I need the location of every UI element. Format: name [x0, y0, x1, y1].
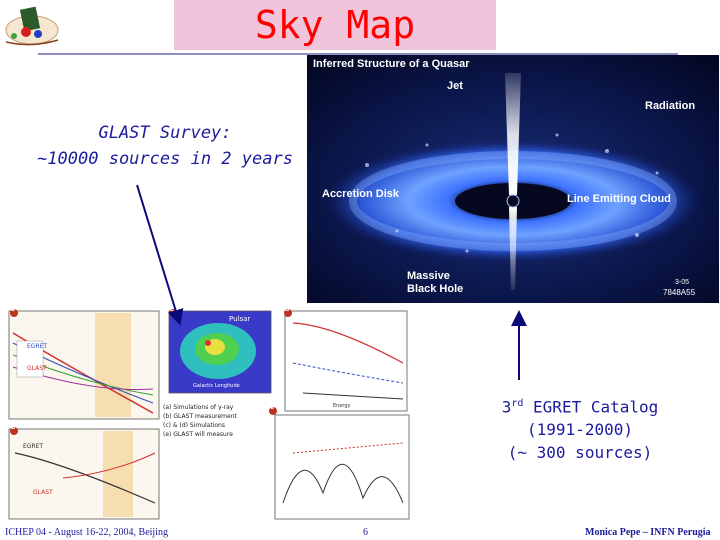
panel-c-pulsar-label: Pulsar: [229, 315, 251, 323]
survey-arrow: [136, 184, 184, 326]
label-radiation: Radiation: [645, 100, 696, 112]
panel-letter-b: b: [11, 424, 16, 431]
panel-a-glast-label: GLAST: [27, 365, 47, 372]
quasar-illustration: [307, 55, 719, 303]
footer-conference: ICHEP 04 - August 16-22, 2004, Beijing: [5, 527, 168, 538]
panel-b-egret-label: EGRET: [23, 443, 44, 450]
panel-caption: (a) Simulations of γ-ray (b) GLAST measu…: [163, 403, 271, 439]
label-line-emitting-cloud: Line Emitting Cloud: [567, 193, 671, 205]
panel-b-glast-label: GLAST: [33, 489, 53, 496]
panel-letter-e: e: [270, 404, 275, 411]
label-jet: Jet: [447, 80, 463, 92]
glast-logo-icon: [5, 6, 59, 46]
catalog-line-3: (~ 300 sources): [507, 443, 653, 463]
footer-author: Monica Pepe – INFN Perugia: [585, 527, 711, 538]
label-accretion-disk: Accretion Disk: [322, 188, 400, 200]
survey-line-2: ~10000 sources in 2 years: [37, 149, 293, 169]
figure-code-2: 7848A55: [663, 288, 696, 297]
glast-survey-text: GLAST Survey: ~10000 sources in 2 years: [20, 120, 310, 172]
catalog-name: EGRET Catalog: [523, 397, 659, 417]
label-massive: Massive: [407, 270, 450, 282]
catalog-line-2: (1991-2000): [527, 420, 633, 440]
catalog-ordinal: 3: [501, 397, 512, 417]
panel-letter-c: c: [170, 306, 174, 313]
footer-page-number: 6: [363, 527, 368, 538]
panel-c-axis-label: Galactic Longitude: [193, 383, 240, 389]
panel-letter-a: a: [11, 306, 16, 313]
header-rule: [38, 53, 678, 55]
glast-science-panels: a c d b e EGRET GLAST Pulsar Galactic Lo…: [3, 303, 414, 523]
label-black-hole: Black Hole: [407, 283, 464, 295]
slide-title: Sky Map: [254, 3, 416, 47]
catalog-ordinal-suffix: rd: [511, 398, 524, 409]
caption-line: (b) GLAST measurement: [163, 413, 237, 420]
panel-letter-d: d: [285, 306, 290, 313]
science-panels-illustration: [3, 303, 414, 523]
panel-d-axis-label: Energy: [333, 403, 351, 409]
quasar-structure-figure: Inferred Structure of a Quasar Jet Radia…: [307, 55, 719, 303]
survey-line-1: GLAST Survey:: [98, 123, 232, 143]
figure-code-1: 3-05: [675, 279, 690, 286]
egret-catalog-text: 3rd EGRET Catalog (1991-2000) (~ 300 sou…: [460, 392, 700, 464]
caption-line: (c) & (d) Simulations: [163, 422, 225, 429]
caption-line: (e) GLAST will measure: [163, 431, 233, 438]
caption-line: (a) Simulations of γ-ray: [163, 404, 234, 411]
quasar-title: Inferred Structure of a Quasar: [313, 58, 470, 70]
title-background: [174, 0, 496, 50]
panel-a-egret-label: EGRET: [27, 343, 48, 350]
catalog-line-1: 3rd EGRET Catalog: [460, 392, 700, 418]
